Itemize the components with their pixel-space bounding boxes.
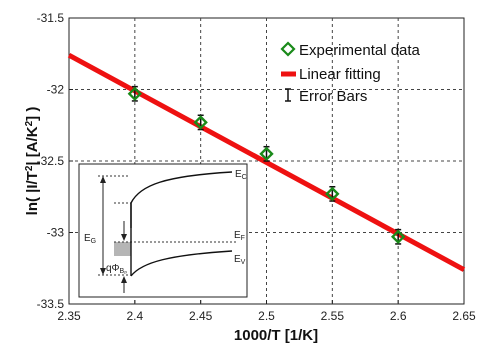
- y-label-middle: | [A/K: [24, 126, 41, 165]
- ticks: 2.35 2.4 2.45 2.5 2.55 2.6 2.65 -31.5 -32 -32.5 -3…: [37, 11, 476, 323]
- x-tick-label: 2.45: [189, 309, 213, 323]
- inset-label-eg: EG: [84, 233, 96, 245]
- legend: Experimental data Linear fitting Error B…: [280, 41, 421, 105]
- inset-frame: [78, 163, 248, 298]
- inset-eg-arrowhead-top: [100, 176, 106, 183]
- legend-label-experimental: Experimental data: [299, 42, 421, 59]
- data-point: [193, 115, 208, 130]
- inset-phi-arrowhead-top: [121, 234, 127, 241]
- inset-label-ef: EF: [234, 230, 245, 242]
- y-tick-label: -31.5: [37, 11, 65, 25]
- inset-conduction-band: [130, 171, 233, 228]
- data-point: [259, 146, 274, 162]
- data-point: [325, 186, 340, 202]
- y-tick-label: -32.5: [37, 154, 65, 168]
- inset-phi-arrowhead-bottom: [121, 276, 127, 283]
- inset-shaded-region: [114, 242, 131, 256]
- y-label-sup1: 2: [24, 165, 35, 171]
- y-label-prefix: ln( |I/T: [24, 171, 41, 215]
- x-tick-label: 2.4: [126, 309, 143, 323]
- x-tick-label: 2.5: [258, 309, 275, 323]
- points-group: [127, 85, 406, 245]
- inset-eg-arrowhead-bottom: [100, 268, 106, 275]
- legend-label-errorbars: Error Bars: [299, 88, 367, 105]
- x-tick-label: 2.6: [390, 309, 407, 323]
- y-tick-label: -32: [47, 83, 65, 97]
- y-axis-label: ln( |I/T2| [A/K2] ): [24, 107, 42, 216]
- inset-label-ec: EC: [235, 169, 247, 181]
- legend-marker-diamond: [280, 41, 296, 57]
- data-point: [127, 86, 143, 101]
- legend-marker-errorbar: [285, 88, 291, 102]
- data-point: [390, 229, 406, 244]
- y-label-sup2: 2: [24, 120, 35, 126]
- legend-label-linear: Linear fitting: [299, 66, 381, 83]
- inset-label-ev: EV: [234, 254, 246, 266]
- x-tick-label: 2.55: [321, 309, 345, 323]
- x-tick-label: 2.65: [452, 309, 476, 323]
- y-label-suffix: ] ): [24, 107, 41, 121]
- y-tick-label: -33: [47, 226, 65, 240]
- x-tick-label: 2.35: [57, 309, 81, 323]
- x-axis-label: 1000/T [1/K]: [234, 327, 318, 344]
- inset-valence-band: [130, 250, 233, 277]
- inset-label-phi: qΦBₚ: [106, 263, 127, 275]
- y-tick-label: -33.5: [37, 297, 65, 311]
- inset-band-diagram: EC EF EV EG qΦBₚ: [78, 163, 248, 298]
